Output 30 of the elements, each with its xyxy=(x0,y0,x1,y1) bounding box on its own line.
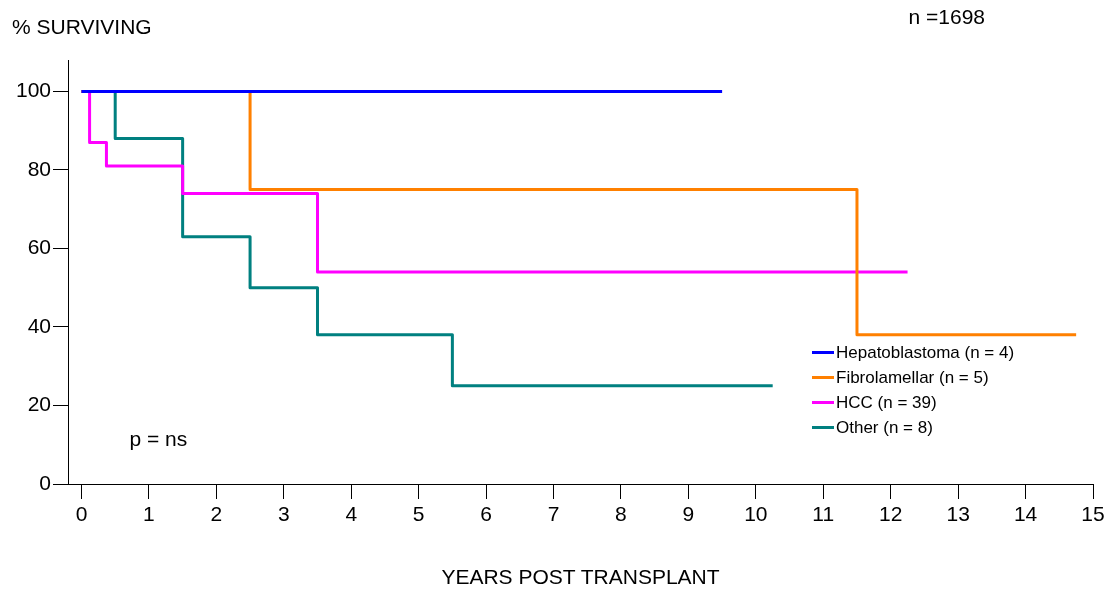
legend-label: HCC (n = 39) xyxy=(836,392,937,414)
x-tick-label: 7 xyxy=(547,502,560,526)
x-tick-label: 10 xyxy=(744,502,768,526)
y-tick-label: 40 xyxy=(27,313,51,337)
x-tick-label: 9 xyxy=(682,502,695,526)
x-tick-label: 2 xyxy=(210,502,223,526)
legend-label: Other (n = 8) xyxy=(836,417,933,439)
x-tick-label: 12 xyxy=(879,502,903,526)
x-tick-label: 8 xyxy=(615,502,627,526)
y-tick-label: 60 xyxy=(27,235,51,259)
x-tick-label: 1 xyxy=(143,502,155,526)
y-tick-label: 20 xyxy=(27,392,51,416)
annotation: p = ns xyxy=(129,427,188,450)
y-axis-title: % SURVIVING xyxy=(12,15,152,38)
y-tick-label: 0 xyxy=(39,470,51,494)
text: n =1698 xyxy=(908,5,985,28)
legend-label: Hepatoblastoma (n = 4) xyxy=(836,342,1015,364)
legend-label: Fibrolamellar (n = 5) xyxy=(836,367,989,389)
y-tick-label: 100 xyxy=(15,78,51,102)
x-tick-label: 4 xyxy=(345,502,358,526)
x-tick-label: 0 xyxy=(75,502,88,526)
x-tick-label: 6 xyxy=(480,502,492,526)
x-tick-label: 11 xyxy=(812,502,835,526)
x-tick-label: 3 xyxy=(277,502,290,526)
x-tick-label: 14 xyxy=(1013,502,1038,526)
x-tick-label: 15 xyxy=(1081,502,1105,526)
x-axis-title: YEARS POST TRANSPLANT xyxy=(441,565,720,589)
x-tick-label: 13 xyxy=(946,502,970,526)
y-tick-label: 80 xyxy=(27,156,51,180)
x-tick-label: 5 xyxy=(412,502,425,526)
